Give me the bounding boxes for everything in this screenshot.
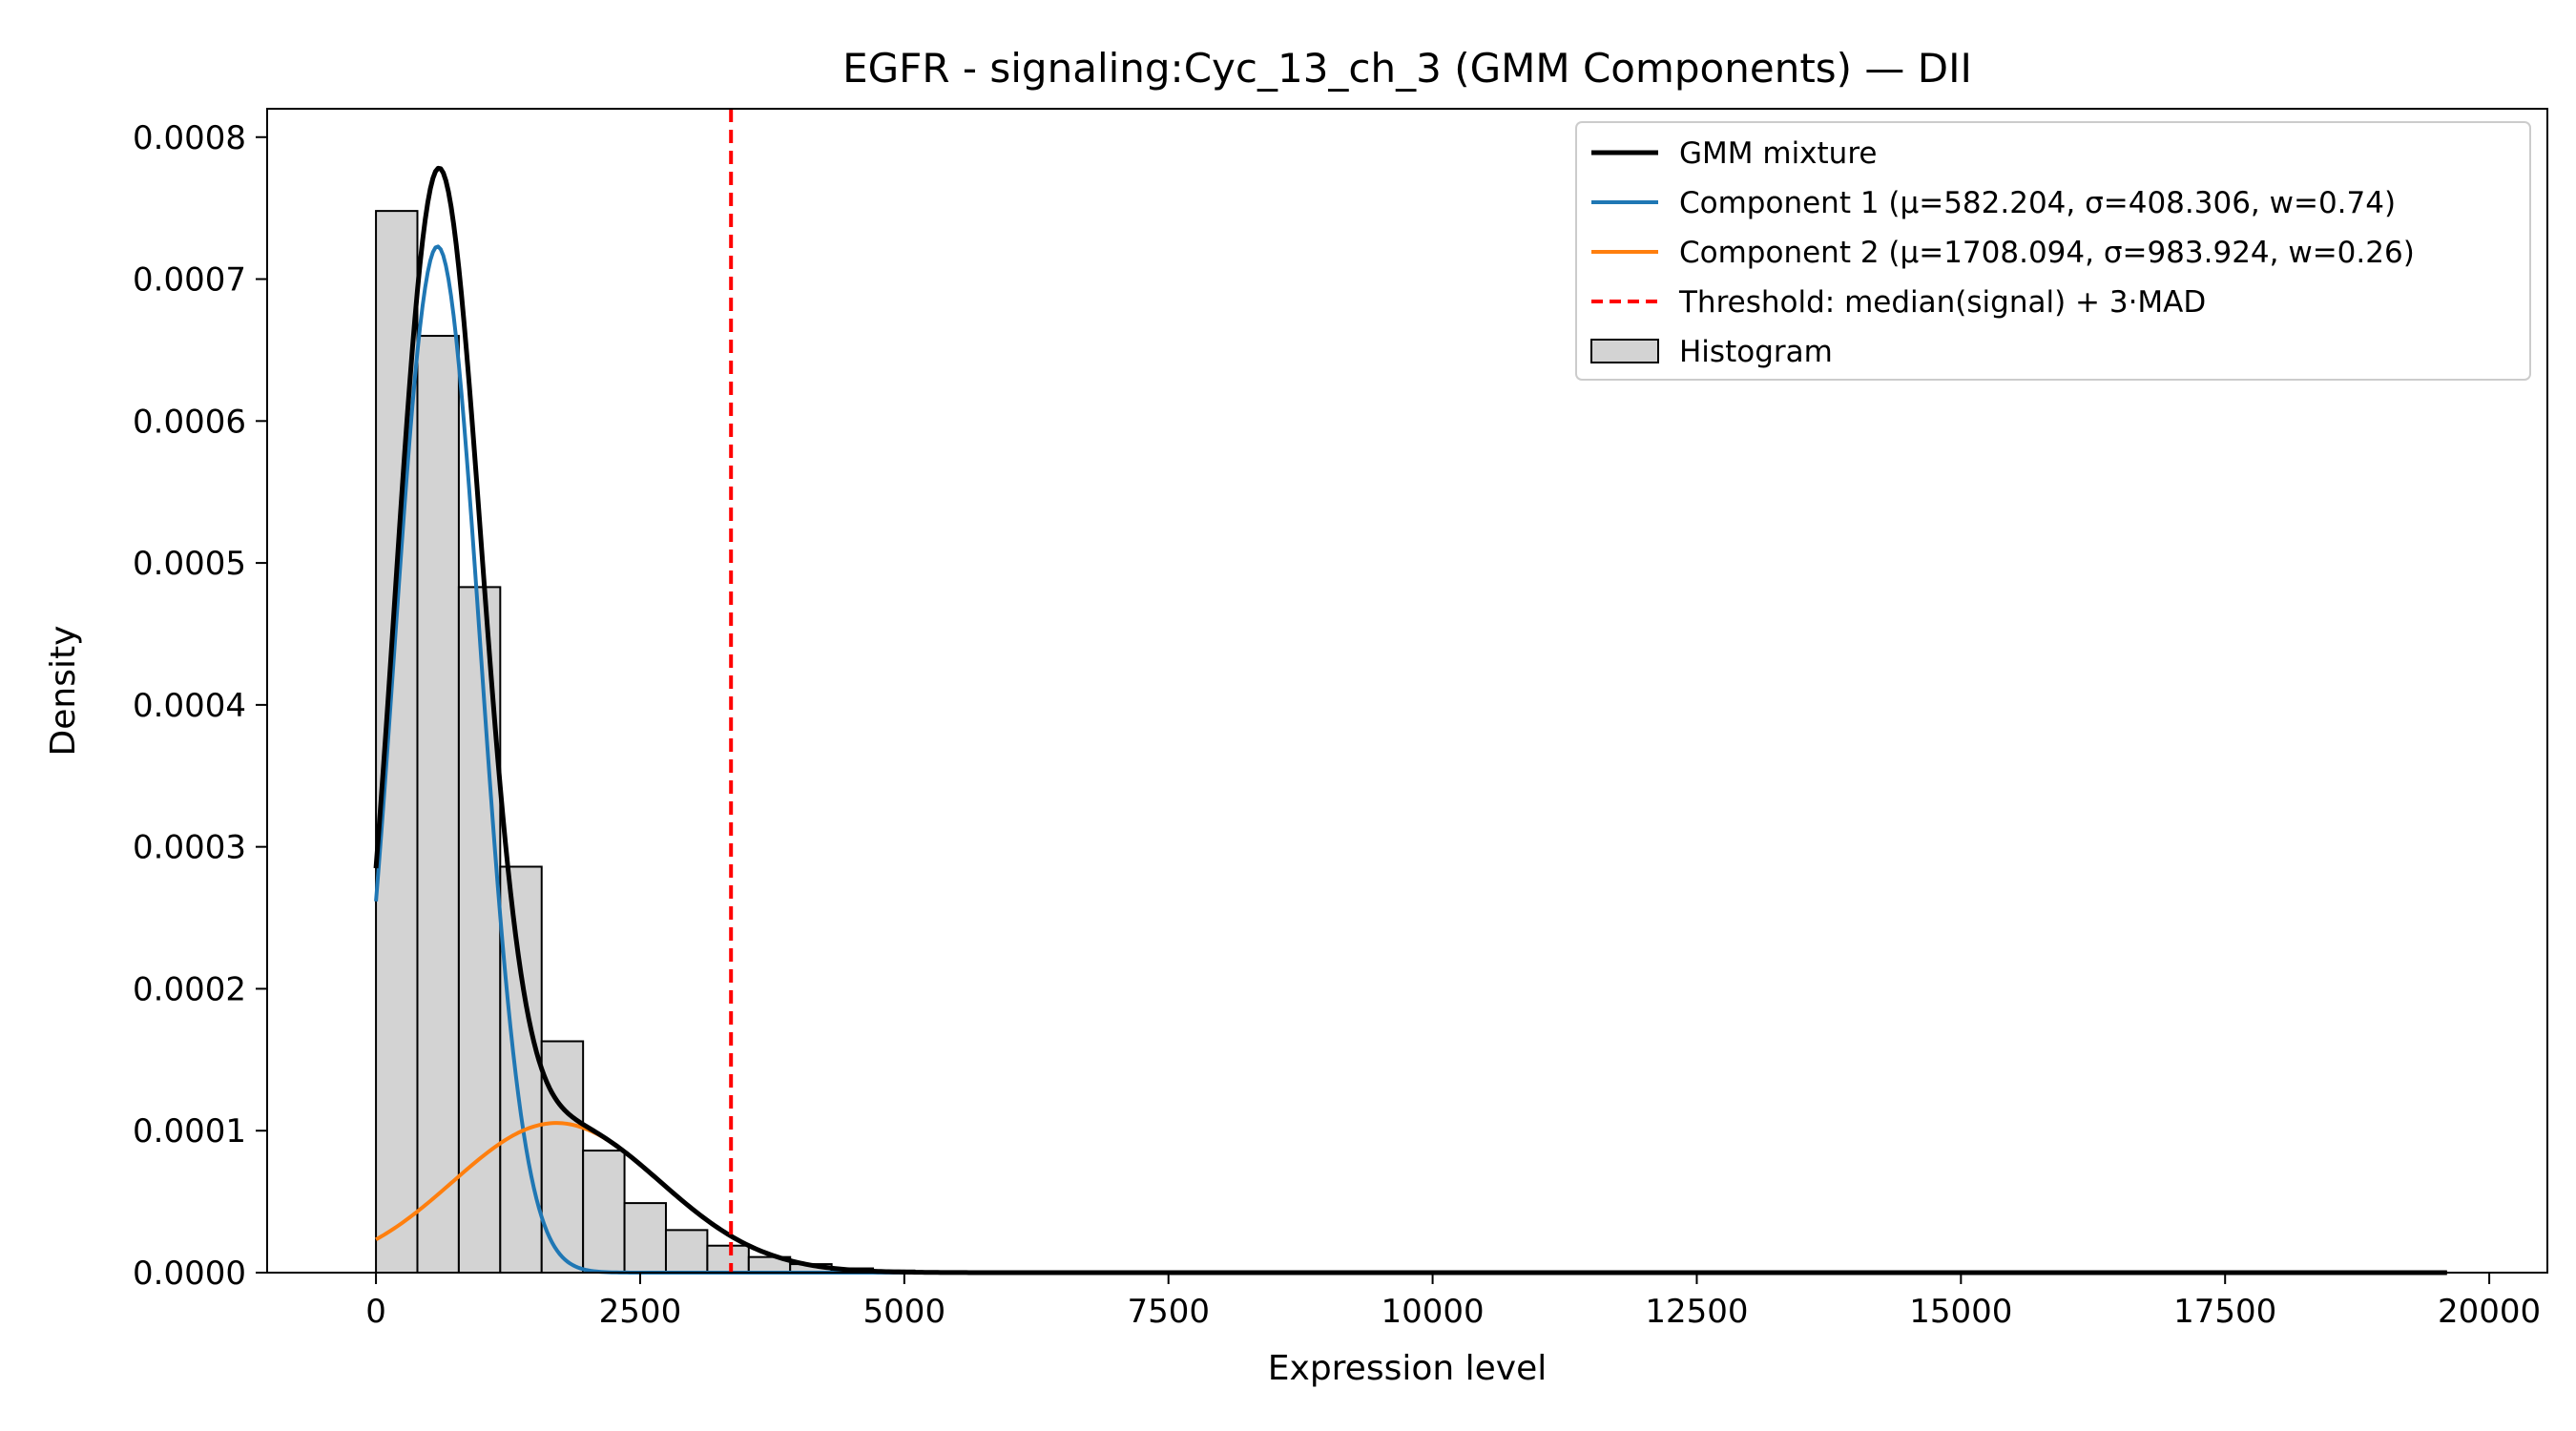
y-tick-label: 0.0001 [133,1112,246,1151]
legend-label: Component 2 (μ=1708.094, σ=983.924, w=0.… [1679,236,2415,270]
x-tick-label: 5000 [863,1293,946,1331]
x-tick-label: 17500 [2173,1293,2276,1331]
legend-label: Component 1 (μ=582.204, σ=408.306, w=0.7… [1679,186,2396,220]
x-tick-label: 10000 [1381,1293,1484,1331]
gmm-component-line [374,244,2447,1275]
y-axis-label: Density [44,626,83,757]
histogram-bar [664,1229,709,1274]
x-tick-label: 12500 [1645,1293,1748,1331]
legend-label: Histogram [1679,335,1833,369]
y-tick-label: 0.0007 [133,261,246,300]
y-tick-label: 0.0008 [133,119,246,157]
x-axis-label: Expression level [1268,1349,1547,1388]
legend-swatch [1590,339,1659,363]
histogram-bar [623,1202,667,1274]
histogram-bar [416,335,460,1274]
y-axis: 0.0000 0.0001 0.0002 0.0003 0.0004 0.0005 0.00… [133,119,267,1293]
plot-frame [266,108,2548,1274]
chart-title: EGFR - signaling:Cyc_13_ch_3 (GMM Compon… [842,45,1972,92]
histogram-bar [499,865,543,1274]
y-tick-label: 0.0006 [133,403,246,441]
legend-label: Threshold: median(signal) + 3·MAD [1678,285,2206,320]
x-axis: 0 2500 5000 7500 10000 12500 15000 17500 20000 [365,1273,2541,1331]
y-tick-label: 0.0004 [133,687,246,725]
y-tick-label: 0.0003 [133,829,246,867]
histogram-bar [706,1244,750,1274]
x-tick-label: 15000 [1909,1293,2012,1331]
legend-box [1575,121,2531,381]
x-tick-label: 7500 [1127,1293,1210,1331]
y-tick-label: 0.0002 [133,970,246,1008]
y-tick-label: 0.0005 [133,545,246,583]
x-tick-label: 20000 [2438,1293,2541,1331]
legend: GMM mixture Component 1 (μ=582.204, σ=408… [1575,121,2531,381]
legend-label: GMM mixture [1679,136,1877,171]
y-tick-label: 0.0000 [133,1255,246,1293]
x-tick-label: 2500 [599,1293,682,1331]
histogram-bars [375,210,957,1275]
histogram-bar [582,1150,626,1275]
x-tick-label: 0 [365,1293,386,1331]
